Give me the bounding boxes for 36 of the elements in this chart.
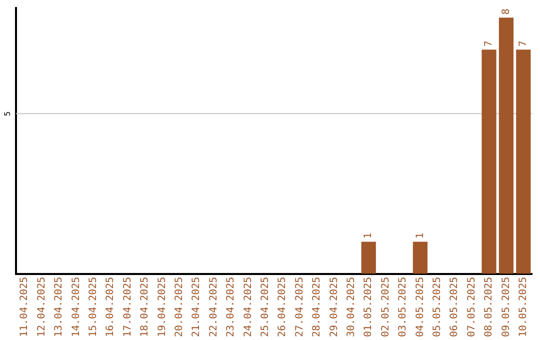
x-tick-label: 25.04.2025 [260,276,271,338]
x-tick-label: 30.04.2025 [346,276,357,338]
data-label: 7 [518,40,529,47]
x-tick-label: 23.04.2025 [226,276,237,338]
x-tick-label: 07.05.2025 [466,276,478,338]
x-tick-label: 27.04.2025 [294,276,306,338]
x-tick-label: 08.05.2025 [484,276,495,338]
x-tick-label: 28.04.2025 [312,276,323,338]
x-tick-label: 22.04.2025 [208,276,220,338]
x-tick-label: 29.04.2025 [328,276,340,338]
x-tick-label: 17.04.2025 [122,276,134,338]
ref-line-label: 5 [3,111,12,116]
x-tick-label: 24.04.2025 [242,276,254,338]
x-tick-label: 05.05.2025 [432,276,443,338]
x-tick-label: 26.04.2025 [277,276,288,338]
x-tick-label: 06.05.2025 [449,276,460,338]
x-tick-label: 11.04.2025 [19,276,30,338]
x-tick-label: 15.04.2025 [88,276,99,338]
x-tick-label: 13.04.2025 [54,276,65,338]
x-tick-label: 10.05.2025 [518,276,529,338]
x-tick-label: 12.04.2025 [36,276,48,338]
data-label: 1 [414,232,426,239]
x-tick-label: 21.04.2025 [191,276,202,338]
x-tick-label: 14.04.2025 [70,276,82,338]
x-tick-label: 09.05.2025 [500,276,512,338]
data-label: 7 [484,40,495,47]
x-tick-label: 20.04.2025 [174,276,185,338]
x-tick-label: 01.05.2025 [363,276,374,338]
x-tick-label: 02.05.2025 [380,276,392,338]
x-tick-label: 04.05.2025 [414,276,426,338]
x-tick-label: 16.04.2025 [105,276,116,338]
x-tick-label: 18.04.2025 [140,276,151,338]
x-tick-label: 03.05.2025 [398,276,409,338]
x-tick-label: 19.04.2025 [156,276,168,338]
data-label: 8 [500,8,512,15]
data-label: 1 [363,232,374,239]
